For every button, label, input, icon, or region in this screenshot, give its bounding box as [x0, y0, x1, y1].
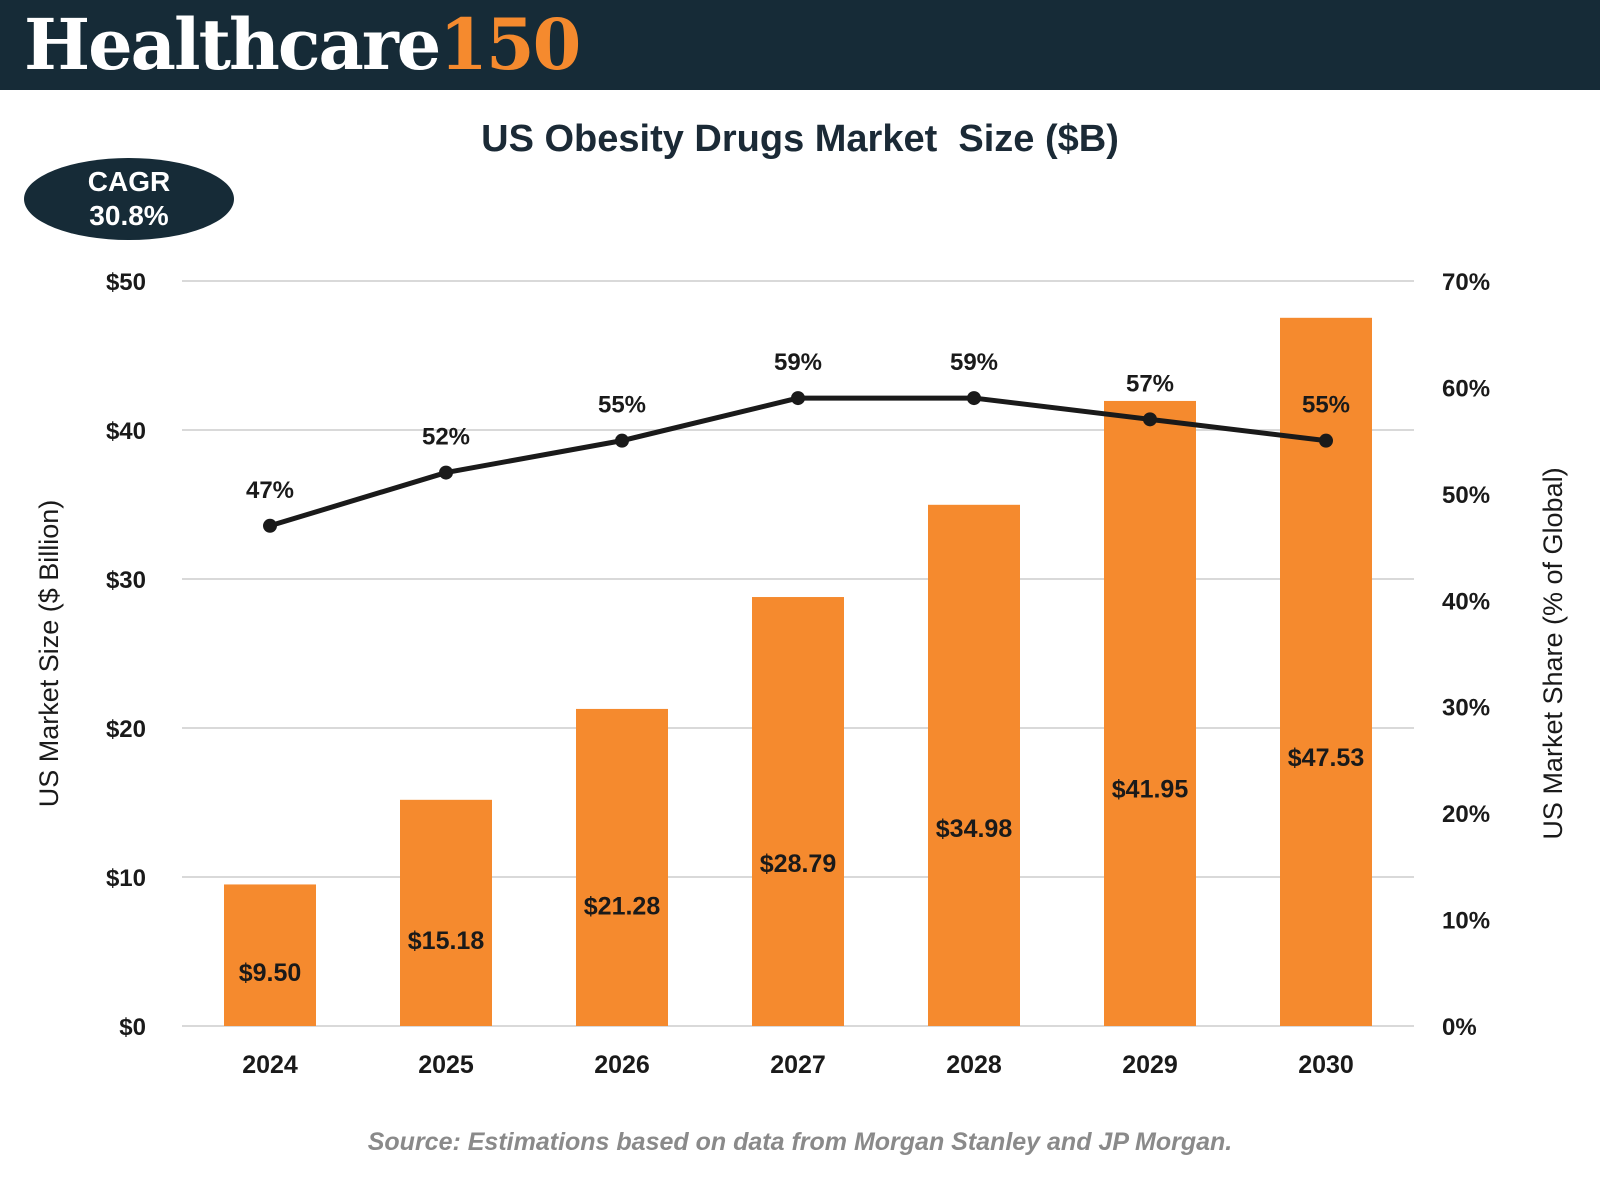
bar: [1280, 317, 1372, 1027]
bar: [400, 799, 492, 1026]
y-axis-title-right: US Market Share (% of Global): [1538, 467, 1568, 839]
share-point: [263, 518, 277, 533]
share-point: [1143, 412, 1157, 427]
bar: [224, 884, 316, 1026]
y-tick-label-left: $50: [106, 269, 146, 296]
chart-title: US Obesity Drugs Market Size ($B): [481, 118, 1119, 160]
y-tick-label-left: $30: [106, 567, 146, 594]
cagr-label: CAGR: [87, 166, 171, 197]
y-tick-label-right: 30%: [1442, 695, 1490, 722]
x-tick-label: 2025: [418, 1051, 474, 1079]
x-tick-label: 2026: [594, 1051, 650, 1079]
bar-value-label: $21.28: [584, 893, 661, 921]
y-tick-label-right: 0%: [1442, 1014, 1477, 1041]
y-tick-label-right: 70%: [1442, 269, 1490, 296]
x-tick-label: 2024: [242, 1051, 298, 1079]
bar-value-label: $47.53: [1288, 744, 1364, 772]
y-tick-label-right: 40%: [1442, 588, 1490, 615]
bar: [928, 504, 1020, 1027]
y-axis-title-left: US Market Size ($ Billion): [34, 500, 64, 808]
share-point: [439, 465, 453, 480]
y-tick-label-left: $20: [106, 716, 146, 743]
cagr-badge: CAGR 30.8%: [24, 158, 234, 240]
data-labels: $9.50 $15.18 $21.28 $28.79 $34.98 $41.95 $47.5…: [239, 349, 1365, 987]
bar-value-label: $9.50: [239, 959, 302, 987]
y-tick-label-right: 60%: [1442, 375, 1490, 402]
brand-logo: Healthcare150: [24, 2, 581, 88]
share-value-label: 57%: [1126, 370, 1174, 397]
cagr-value: 30.8%: [89, 200, 169, 231]
share-value-label: 52%: [422, 424, 470, 451]
bar-value-label: $28.79: [760, 850, 836, 878]
share-value-label: 47%: [246, 477, 294, 504]
y-tick-label-left: $40: [106, 418, 146, 445]
bar-value-label: $34.98: [936, 815, 1013, 843]
bar: [1104, 400, 1196, 1026]
x-tick-label: 2029: [1122, 1051, 1178, 1079]
y-tick-label-right: 20%: [1442, 801, 1490, 828]
share-point: [967, 391, 981, 406]
y-tick-label-right: 10%: [1442, 908, 1490, 935]
x-tick-label: 2028: [946, 1051, 1002, 1079]
axes: $0 $10 $20 $30 $40 $50 0% 10% 20% 30% 40% 50% 60% 70%…: [34, 269, 1568, 1079]
share-value-label: 55%: [1302, 392, 1350, 419]
bar-value-label: $41.95: [1112, 775, 1189, 803]
share-value-label: 55%: [598, 392, 646, 419]
brand-name: Healthcare: [24, 3, 441, 86]
share-point: [791, 391, 805, 406]
header-bar: Healthcare150: [0, 0, 1600, 90]
share-value-label: 59%: [950, 349, 998, 376]
share-point: [615, 433, 629, 448]
source-note: Source: Estimations based on data from M…: [367, 1128, 1233, 1156]
brand-number: 150: [439, 3, 581, 86]
bar: [752, 597, 844, 1026]
bar: [576, 708, 668, 1026]
y-tick-label-left: $10: [106, 865, 146, 892]
share-value-label: 59%: [774, 349, 822, 376]
bar-value-label: $15.18: [408, 927, 485, 955]
x-tick-label: 2030: [1298, 1051, 1354, 1079]
y-tick-label-right: 50%: [1442, 482, 1490, 509]
share-point: [1319, 433, 1333, 448]
share-line-series: [263, 391, 1333, 533]
y-tick-label-left: $0: [119, 1014, 146, 1041]
x-tick-label: 2027: [770, 1051, 826, 1079]
